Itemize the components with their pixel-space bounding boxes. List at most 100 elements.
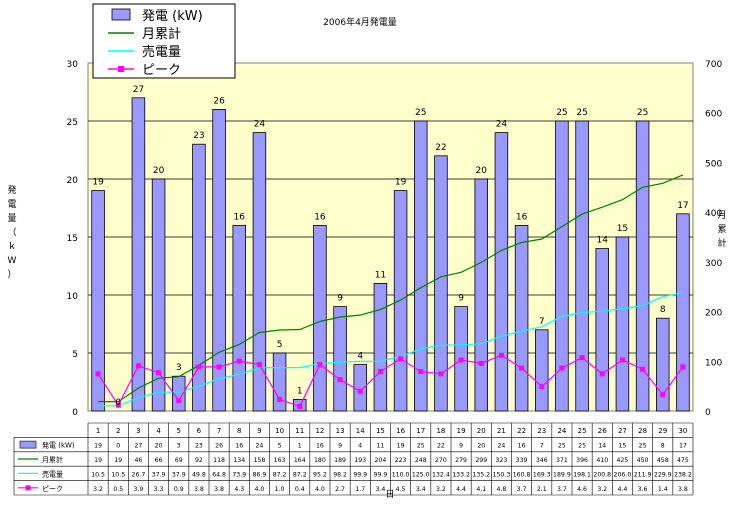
table-cell: 3.4 [375,486,385,493]
table-cell: 27 [134,443,142,450]
bar-value-label: 19 [92,178,104,188]
bar [474,178,489,412]
y-tick-label: 5 [72,350,78,360]
bar-value-label: 8 [660,305,666,315]
table-cell: 0.5 [113,486,123,493]
gridlines [88,120,693,354]
table-cell: 270 [435,457,447,464]
table-cell: 118 [213,457,225,464]
peak-marker [95,371,101,377]
y2-tick-label: 600 [705,110,722,120]
table-cell: 99.9 [353,471,367,478]
y2-tick-label: 400 [705,209,722,219]
peak-marker [236,358,242,364]
table-cell: 169.3 [533,471,551,478]
x-tick-label: 27 [618,427,627,435]
peak-marker [196,364,202,370]
y2-tick-label: 700 [705,60,722,70]
table-cell: 396 [576,457,588,464]
table-cell: 125.0 [412,471,430,478]
x-tick-label: 8 [237,427,241,435]
x-tick-label: 29 [658,427,667,435]
bar-value-label: 0 [115,398,121,408]
y-tick-label: 15 [67,234,78,244]
series-line [97,354,684,408]
bar-value-label: 25 [637,108,648,118]
table-cell: 3.2 [597,486,607,493]
table-cell: 5 [278,443,282,450]
peak-marker [317,362,323,368]
table-cell: 204 [375,457,387,464]
bar-value-label: 9 [337,294,343,304]
x-tick-label: 23 [537,427,546,435]
table-cell: 4.1 [476,486,486,493]
x-tick-label: 18 [436,427,445,435]
x-tick-label: 2 [116,427,120,435]
table-cell: 2.7 [335,486,345,493]
bar [434,155,448,412]
table-key-marker [25,485,31,491]
table-cell: 19 [94,443,102,450]
bar-value-label: 27 [133,85,144,95]
table-cell: 346 [536,457,548,464]
bar [192,143,206,412]
table-cell: 0 [116,443,120,450]
table-cell: 410 [596,457,608,464]
table-row-label: 月累計 [42,455,63,464]
y-axis-label: 発電量（ｋ W） [7,184,16,280]
bar-value-label: 22 [435,143,446,153]
bar-value-label: 16 [314,212,326,222]
table-cell: 133.2 [452,471,470,478]
bar [676,213,690,412]
x-tick-label: 5 [177,427,181,435]
peak-marker [337,377,343,383]
table-cell: 1.0 [275,486,285,493]
lines [95,174,686,409]
peak-marker [458,357,464,363]
x-tick-label: 21 [497,427,506,435]
table-cell: 1.7 [355,486,365,493]
data-table: 1 2 3 4 5 6 7 8 9 10 11 12 13 14 15 16 17 18 19 20 21 22 23 24 2… [13,422,694,496]
table-cell: 110.0 [392,471,410,478]
table-row-label: 発電 (kW) [42,441,75,450]
table-cell: 3.2 [93,486,103,493]
table-cell: 238.2 [674,471,692,478]
table-cell: 46 [134,457,142,464]
table-cell: 3.7 [517,486,527,493]
table-cell: 4 [358,443,362,450]
table-cell: 14 [598,443,606,450]
bar [575,120,589,412]
bar-value-label: 1 [297,386,303,396]
bar [232,224,247,412]
x-tick-label: 22 [517,427,526,435]
x-tick-label: 3 [136,427,140,435]
table-cell: 1.4 [658,486,668,493]
bar [313,224,327,412]
table-cell: 4.8 [496,486,506,493]
table-cell: 92 [195,457,203,464]
x-tick-label: 11 [295,427,304,435]
table-cell: 11 [376,443,384,450]
peak-marker [498,352,504,358]
peak-marker [680,364,686,370]
table-cell: 279 [455,457,467,464]
bar-value-label: 5 [277,340,283,350]
bar [534,329,549,412]
table-cell: 3.9 [133,486,143,493]
table-cell: 10.5 [91,471,105,478]
table-row-label: 売電量 [42,469,63,478]
bar-value-label: 3 [176,363,182,373]
y2-tick-label: 300 [705,259,722,269]
x-tick-label: 15 [376,427,385,435]
table-cell: 4.4 [617,486,627,493]
table-cell: 19 [114,457,122,464]
bar-value-label: 15 [617,224,628,234]
y2-tick-label: 200 [705,309,722,319]
table-cell: 164 [294,457,306,464]
table-cell: 19 [397,443,405,450]
bar-value-label: 25 [576,108,587,118]
bar [393,190,408,412]
y2-axis-ticks: 0 100 200 300 400 500 600 700 [705,60,722,418]
table-cell: 180 [314,457,326,464]
